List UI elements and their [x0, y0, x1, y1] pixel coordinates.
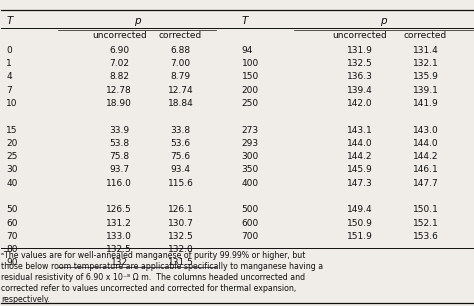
Text: 116.0: 116.0 — [106, 179, 132, 188]
Text: 132.5: 132.5 — [346, 59, 373, 68]
Text: 12.74: 12.74 — [168, 86, 193, 95]
Text: 8.79: 8.79 — [170, 73, 191, 81]
Text: 30: 30 — [6, 166, 18, 174]
Text: 143.0: 143.0 — [412, 125, 438, 135]
Text: respectively.: respectively. — [1, 295, 50, 304]
Text: 0: 0 — [6, 46, 12, 55]
Text: 53.6: 53.6 — [170, 139, 191, 148]
Text: 130.7: 130.7 — [167, 218, 193, 228]
Text: uncorrected: uncorrected — [332, 31, 387, 40]
Text: 293: 293 — [242, 139, 259, 148]
Text: 250: 250 — [242, 99, 259, 108]
Text: p: p — [380, 16, 386, 26]
Text: 18.90: 18.90 — [106, 99, 132, 108]
Text: 300: 300 — [242, 152, 259, 161]
Text: 135.9: 135.9 — [412, 73, 438, 81]
Text: 75.8: 75.8 — [109, 152, 129, 161]
Text: 90: 90 — [6, 259, 18, 267]
Text: 133.0: 133.0 — [106, 232, 132, 241]
Text: 94: 94 — [242, 46, 253, 55]
Text: 6.90: 6.90 — [109, 46, 129, 55]
Text: 132.0: 132.0 — [168, 245, 193, 254]
Text: 147.7: 147.7 — [412, 179, 438, 188]
Text: 15: 15 — [6, 125, 18, 135]
Text: 144.2: 144.2 — [347, 152, 372, 161]
Text: 273: 273 — [242, 125, 259, 135]
Text: corrected refer to values uncorrected and corrected for thermal expansion,: corrected refer to values uncorrected an… — [1, 284, 297, 293]
Text: 350: 350 — [242, 166, 259, 174]
Text: 132.5: 132.5 — [106, 245, 132, 254]
Text: 600: 600 — [242, 218, 259, 228]
Text: T: T — [242, 16, 248, 26]
Text: 131.2: 131.2 — [106, 218, 132, 228]
Text: 12.78: 12.78 — [106, 86, 132, 95]
Text: 132.1: 132.1 — [412, 59, 438, 68]
Text: 131.4: 131.4 — [412, 46, 438, 55]
Text: 150: 150 — [242, 73, 259, 81]
Text: 25: 25 — [6, 152, 18, 161]
Text: 6.88: 6.88 — [170, 46, 191, 55]
Text: 153.6: 153.6 — [412, 232, 438, 241]
Text: 144.0: 144.0 — [346, 139, 373, 148]
Text: 20: 20 — [6, 139, 18, 148]
Text: residual resistivity of 6.90 x 10⁻⁸ Ω m.  The columns headed uncorrected and: residual resistivity of 6.90 x 10⁻⁸ Ω m.… — [1, 273, 306, 282]
Text: 142.0: 142.0 — [346, 99, 373, 108]
Text: 18.84: 18.84 — [168, 99, 193, 108]
Text: 7: 7 — [6, 86, 12, 95]
Text: 80: 80 — [6, 245, 18, 254]
Text: 100: 100 — [242, 59, 259, 68]
Text: 75.6: 75.6 — [170, 152, 191, 161]
Text: 132: 132 — [110, 259, 128, 267]
Text: 700: 700 — [242, 232, 259, 241]
Text: 131.9: 131.9 — [346, 46, 373, 55]
Text: ᵃThe values are for well-annealed manganese of purity 99.99% or higher, but: ᵃThe values are for well-annealed mangan… — [1, 251, 306, 260]
Text: 500: 500 — [242, 205, 259, 214]
Text: corrected: corrected — [159, 31, 202, 40]
Text: 60: 60 — [6, 218, 18, 228]
Text: 150.1: 150.1 — [412, 205, 438, 214]
Text: 144.0: 144.0 — [413, 139, 438, 148]
Text: 141.9: 141.9 — [412, 99, 438, 108]
Text: 126.5: 126.5 — [106, 205, 132, 214]
Text: 10: 10 — [6, 99, 18, 108]
Text: 131.5: 131.5 — [167, 259, 193, 267]
Text: 139.1: 139.1 — [412, 86, 438, 95]
Text: 151.9: 151.9 — [346, 232, 373, 241]
Text: 1: 1 — [6, 59, 12, 68]
Text: 149.4: 149.4 — [346, 205, 373, 214]
Text: 50: 50 — [6, 205, 18, 214]
Text: corrected: corrected — [404, 31, 447, 40]
Text: 139.4: 139.4 — [346, 86, 373, 95]
Text: 40: 40 — [6, 179, 18, 188]
Text: 4: 4 — [6, 73, 12, 81]
Text: 200: 200 — [242, 86, 259, 95]
Text: 150.9: 150.9 — [346, 218, 373, 228]
Text: 53.8: 53.8 — [109, 139, 129, 148]
Text: 93.7: 93.7 — [109, 166, 129, 174]
Text: 147.3: 147.3 — [346, 179, 373, 188]
Text: 8.82: 8.82 — [109, 73, 129, 81]
Text: p: p — [134, 16, 140, 26]
Text: uncorrected: uncorrected — [92, 31, 146, 40]
Text: 146.1: 146.1 — [412, 166, 438, 174]
Text: T: T — [6, 16, 12, 26]
Text: 400: 400 — [242, 179, 259, 188]
Text: 7.00: 7.00 — [170, 59, 191, 68]
Text: those below room temperature are applicable specifically to manganese having a: those below room temperature are applica… — [1, 262, 324, 271]
Text: 136.3: 136.3 — [346, 73, 373, 81]
Text: 70: 70 — [6, 232, 18, 241]
Text: 132.5: 132.5 — [168, 232, 193, 241]
Text: 33.8: 33.8 — [170, 125, 191, 135]
Text: 143.1: 143.1 — [346, 125, 373, 135]
Text: 145.9: 145.9 — [346, 166, 373, 174]
Text: 144.2: 144.2 — [413, 152, 438, 161]
Text: 152.1: 152.1 — [412, 218, 438, 228]
Text: 115.6: 115.6 — [167, 179, 193, 188]
Text: 33.9: 33.9 — [109, 125, 129, 135]
Text: 7.02: 7.02 — [109, 59, 129, 68]
Text: 93.4: 93.4 — [171, 166, 191, 174]
Text: 126.1: 126.1 — [168, 205, 193, 214]
